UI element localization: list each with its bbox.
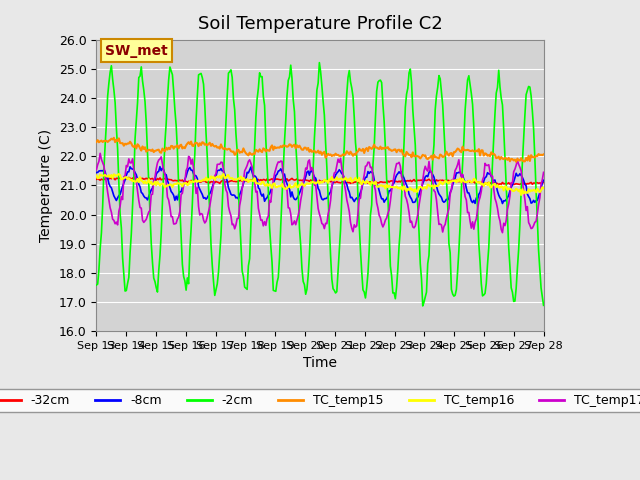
Title: Soil Temperature Profile C2: Soil Temperature Profile C2 <box>198 15 442 33</box>
Text: SW_met: SW_met <box>106 44 168 58</box>
Legend: -32cm, -8cm, -2cm, TC_temp15, TC_temp16, TC_temp17: -32cm, -8cm, -2cm, TC_temp15, TC_temp16,… <box>0 389 640 412</box>
Y-axis label: Temperature (C): Temperature (C) <box>39 129 53 242</box>
X-axis label: Time: Time <box>303 356 337 370</box>
